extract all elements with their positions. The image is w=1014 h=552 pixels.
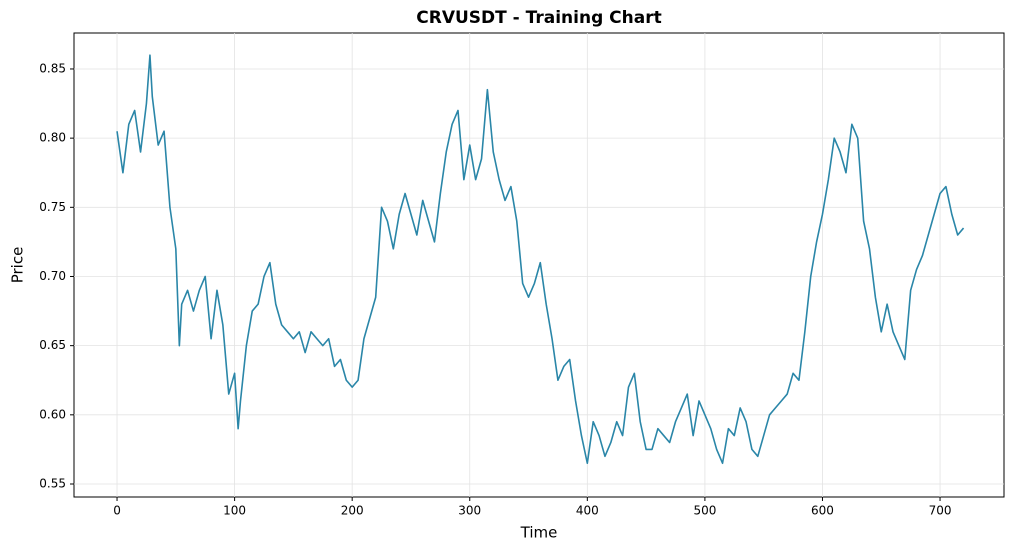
- price-line: [116, 54, 965, 465]
- y-tick-label: 0.55: [39, 476, 66, 490]
- x-tick-label: 500: [693, 504, 716, 518]
- y-axis-label: Price: [9, 247, 27, 284]
- x-tick-label: 100: [223, 504, 246, 518]
- chart-title: CRVUSDT - Training Chart: [416, 8, 661, 28]
- x-axis-label: Time: [520, 524, 558, 542]
- x-tick-label: 600: [811, 504, 834, 518]
- x-tick-label: 300: [458, 504, 481, 518]
- x-tick-label: 400: [576, 504, 599, 518]
- y-tick-label: 0.85: [39, 61, 66, 75]
- plot-frame: [73, 32, 1005, 498]
- x-tick-label: 200: [341, 504, 364, 518]
- y-tick-label: 0.60: [39, 407, 66, 421]
- y-tick-label: 0.75: [39, 200, 66, 214]
- x-tick-label: 700: [929, 504, 952, 518]
- y-tick-label: 0.65: [39, 338, 66, 352]
- x-tick-label: 0: [113, 504, 121, 518]
- y-tick-label: 0.70: [39, 269, 66, 283]
- y-tick-label: 0.80: [39, 131, 66, 145]
